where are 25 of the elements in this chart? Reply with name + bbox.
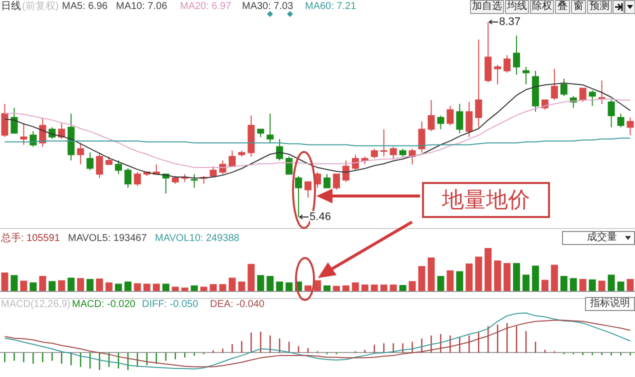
text: 均线 [505,0,529,14]
text: MACD(12,26,9) [1,299,70,311]
text: 叠 [555,0,570,14]
text: 预测 [587,0,612,14]
text: 加自选 [470,0,504,14]
text: (前复权) [22,1,59,13]
text: MA20: 6.97 [180,1,232,13]
annotation: 5.46 [310,211,331,223]
text: DIFF: -0.050 [142,299,198,311]
text: MA5: 6.96 [62,1,108,13]
text: DEA: -0.040 [210,299,264,311]
text: MA30: 7.03 [242,1,294,13]
text: 除权 [530,0,554,14]
text: 成交量 [562,231,635,245]
text: 日线 [1,1,21,13]
text: MA10: 7.06 [116,1,168,13]
text: MAVOL5: 193467 [68,233,147,245]
annotation: 8.37 [499,16,521,28]
text: 窗 [571,0,586,14]
text: MA60: 7.21 [305,1,356,13]
text: 指标说明 [585,297,635,311]
text: MACD: -0.020 [72,299,136,311]
annotation: 地量地价 [422,182,550,218]
text: 总手: 105591 [1,233,60,245]
text: MAVOL10: 249388 [155,233,240,245]
